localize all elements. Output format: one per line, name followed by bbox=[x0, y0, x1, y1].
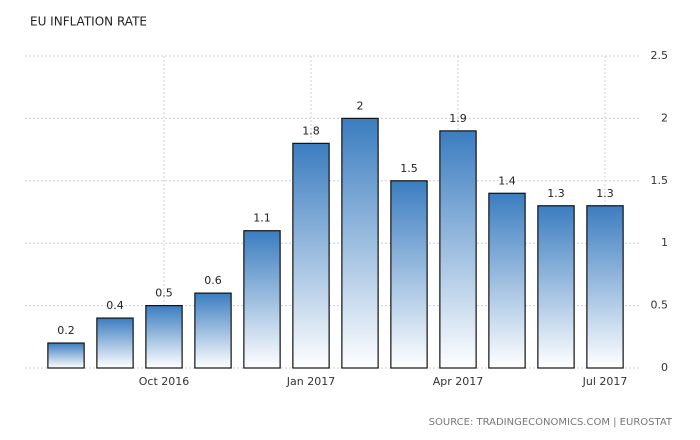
value-label: 2 bbox=[357, 99, 364, 112]
y-tick-label: 1 bbox=[661, 236, 668, 249]
source-note: SOURCE: TRADINGECONOMICS.COM | EUROSTAT bbox=[429, 417, 673, 428]
bar bbox=[96, 317, 134, 369]
y-tick-label: 2.5 bbox=[651, 49, 669, 62]
bar bbox=[439, 130, 477, 369]
bar bbox=[47, 342, 85, 369]
value-label: 1.8 bbox=[302, 124, 320, 137]
bar bbox=[488, 192, 526, 369]
value-label: 1.4 bbox=[498, 174, 516, 187]
value-label: 0.6 bbox=[204, 274, 222, 287]
x-tick-label: Apr 2017 bbox=[433, 375, 484, 388]
value-label: 0.2 bbox=[57, 324, 75, 337]
value-label: 1.5 bbox=[400, 162, 418, 175]
bar bbox=[586, 205, 624, 369]
value-label: 1.1 bbox=[253, 212, 271, 225]
value-label: 1.3 bbox=[596, 187, 614, 200]
x-tick-label: Jul 2017 bbox=[582, 375, 628, 388]
bar bbox=[390, 180, 428, 369]
y-tick-label: 0 bbox=[661, 361, 668, 374]
y-tick-label: 1.5 bbox=[651, 174, 669, 187]
value-label: 1.3 bbox=[547, 187, 565, 200]
bar bbox=[145, 305, 183, 369]
chart-title: EU INFLATION RATE bbox=[30, 15, 147, 29]
y-tick-label: 2 bbox=[661, 111, 668, 124]
x-tick-label: Jan 2017 bbox=[286, 375, 335, 388]
value-label: 1.9 bbox=[449, 112, 467, 125]
x-tick-label: Oct 2016 bbox=[139, 375, 190, 388]
bar bbox=[341, 117, 379, 369]
bar bbox=[537, 205, 575, 369]
bar bbox=[194, 292, 232, 369]
bar bbox=[292, 142, 330, 369]
y-tick-label: 0.5 bbox=[651, 299, 669, 312]
value-label: 0.4 bbox=[106, 299, 124, 312]
value-label: 0.5 bbox=[155, 287, 173, 300]
bar bbox=[243, 230, 281, 369]
